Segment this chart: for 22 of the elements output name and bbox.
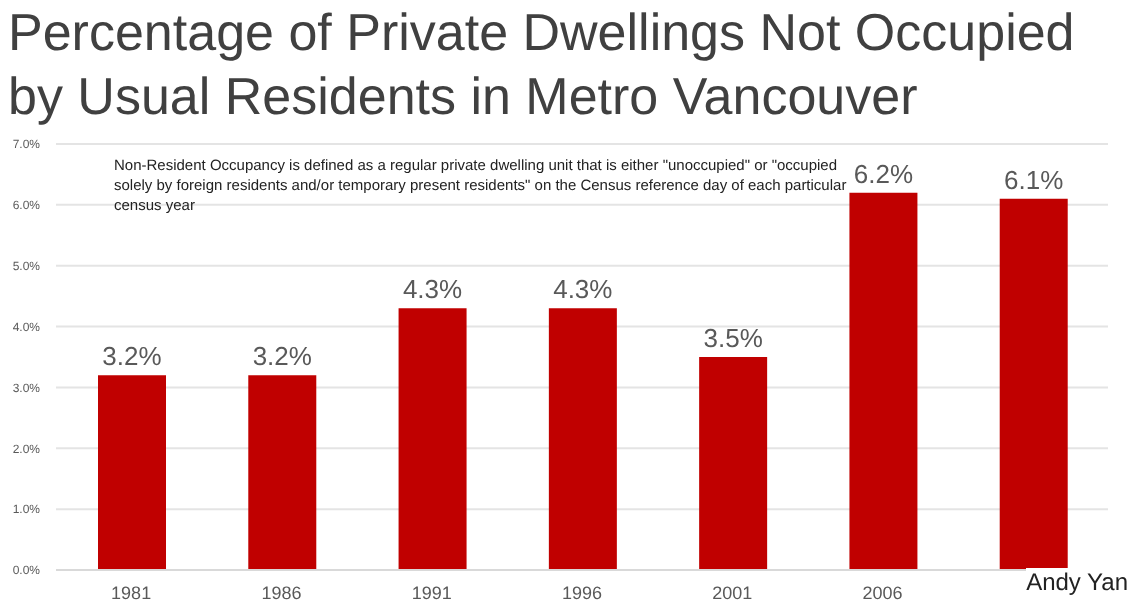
bar <box>548 308 617 570</box>
x-tick-label: 2006 <box>862 582 903 603</box>
data-label: 3.2% <box>102 341 163 372</box>
bar <box>98 375 166 570</box>
x-tick-label: 1991 <box>411 582 452 603</box>
data-label: 3.2% <box>252 341 313 372</box>
x-tick-label: 1986 <box>261 582 302 603</box>
data-label: 4.3% <box>553 274 614 305</box>
data-label: 4.3% <box>402 274 464 305</box>
x-tick-label: 2001 <box>712 582 753 603</box>
bar <box>248 375 317 570</box>
bar <box>699 357 768 570</box>
bar <box>398 308 467 570</box>
x-tick-label: 1981 <box>111 582 152 603</box>
x-tick-label: 1996 <box>561 582 603 603</box>
chart-title: Percentage of Private Dwellings Not Occupied by Usual Residents in Metro Vancouver <box>8 0 1077 128</box>
data-label: 6.1% <box>1004 164 1065 195</box>
annotation: Andy Yan <box>1026 568 1128 596</box>
bar <box>849 192 918 570</box>
data-label: 3.5% <box>703 323 764 353</box>
bar <box>999 198 1068 570</box>
data-label: 6.2% <box>853 158 914 189</box>
